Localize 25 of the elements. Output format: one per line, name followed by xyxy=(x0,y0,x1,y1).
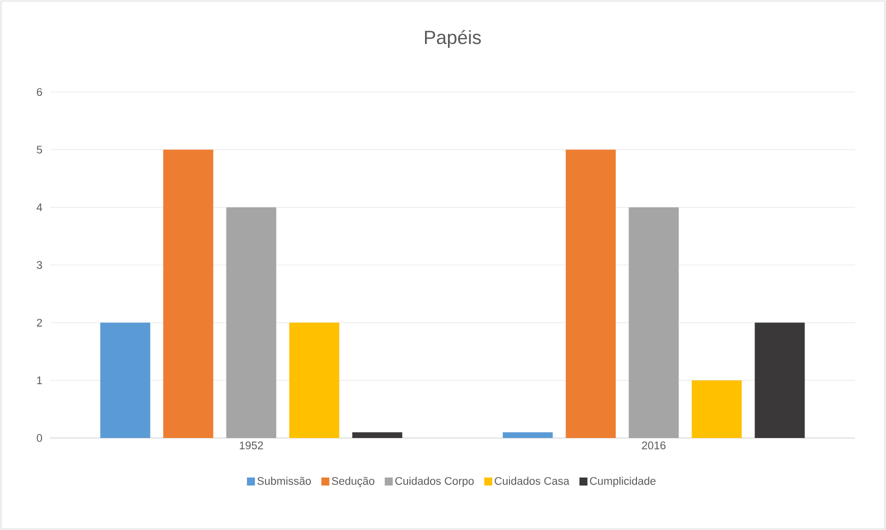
chart-title: Papéis xyxy=(425,30,481,48)
legend-label: Cuidados Casa xyxy=(494,476,570,485)
bar xyxy=(566,150,616,438)
legend-label: Cuidados Corpo xyxy=(395,476,474,488)
bar xyxy=(226,207,276,438)
y-tick-label: 6 xyxy=(36,88,42,96)
legend-label: Sedução xyxy=(332,476,374,488)
y-tick-label: 3 xyxy=(36,261,42,269)
bar xyxy=(628,207,679,438)
bar xyxy=(502,432,553,438)
bar xyxy=(352,432,402,438)
y-tick-label: 1 xyxy=(37,376,42,384)
y-tick-label: 2 xyxy=(36,318,42,327)
bar xyxy=(100,322,150,438)
bar xyxy=(754,322,805,438)
bar xyxy=(163,150,214,438)
legend-label: Cumplicidade xyxy=(590,476,656,488)
y-tick-label: 4 xyxy=(36,204,42,212)
y-tick-label: 5 xyxy=(36,146,42,154)
bar xyxy=(692,380,742,438)
x-tick-label: 2016 xyxy=(642,442,666,450)
y-tick-label: 0 xyxy=(36,434,42,442)
legend-label: Submissão xyxy=(257,476,311,485)
x-tick-label: 1952 xyxy=(240,442,263,450)
bar xyxy=(289,322,340,438)
